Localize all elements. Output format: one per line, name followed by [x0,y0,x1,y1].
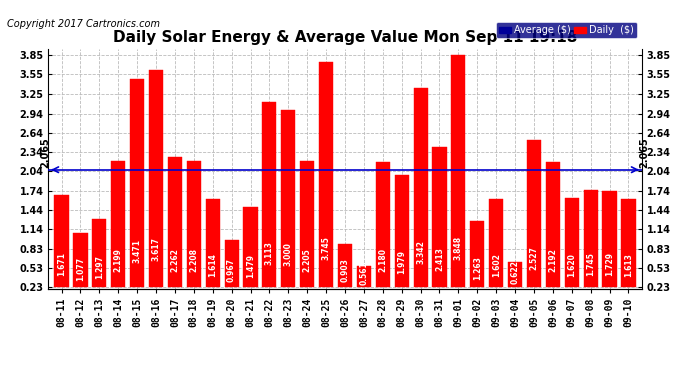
Bar [55,195,68,288]
Legend: Average ($), Daily  ($): Average ($), Daily ($) [496,22,637,38]
Text: 2.065: 2.065 [640,138,649,168]
Bar [433,147,446,288]
Bar [206,199,220,288]
Text: 2.413: 2.413 [435,247,444,271]
Text: 2.192: 2.192 [549,249,558,272]
Bar [262,102,277,288]
Text: 1.479: 1.479 [246,254,255,278]
Bar [244,207,257,288]
Bar [73,233,88,288]
Text: 0.622: 0.622 [511,261,520,285]
Text: 3.471: 3.471 [132,238,141,262]
Bar [622,199,635,288]
Text: 3.000: 3.000 [284,242,293,266]
Text: 2.527: 2.527 [529,246,538,270]
Bar [224,240,239,288]
Text: 2.262: 2.262 [170,248,179,272]
Bar [508,262,522,288]
Text: 1.979: 1.979 [397,250,406,274]
Bar [92,219,106,288]
Bar [111,161,126,288]
Text: 1.613: 1.613 [624,253,633,277]
Text: 1.297: 1.297 [95,255,103,279]
Text: 1.729: 1.729 [605,252,614,276]
Text: 2.065: 2.065 [41,138,50,168]
Text: 2.205: 2.205 [303,249,312,272]
Bar [564,198,579,288]
Text: 1.671: 1.671 [57,252,66,276]
Text: 0.967: 0.967 [227,258,236,282]
Text: 2.199: 2.199 [114,248,123,272]
Text: 1.620: 1.620 [567,253,576,277]
Text: 1.077: 1.077 [76,257,85,281]
Text: Copyright 2017 Cartronics.com: Copyright 2017 Cartronics.com [7,19,160,29]
Bar [130,80,144,288]
Bar [602,191,617,288]
Text: 1.745: 1.745 [586,252,595,276]
Bar [168,157,182,288]
Bar [282,110,295,288]
Bar [300,161,314,288]
Text: 0.903: 0.903 [340,258,350,282]
Text: 2.208: 2.208 [189,248,198,272]
Bar [338,244,352,288]
Bar [149,70,163,288]
Text: 0.561: 0.561 [359,261,368,285]
Text: 1.602: 1.602 [492,253,501,277]
Bar [357,266,371,288]
Text: 3.848: 3.848 [454,236,463,260]
Bar [187,160,201,288]
Title: Daily Solar Energy & Average Value Mon Sep 11 19:18: Daily Solar Energy & Average Value Mon S… [112,30,578,45]
Bar [470,221,484,288]
Bar [584,190,598,288]
Bar [451,55,466,288]
Bar [319,62,333,288]
Bar [413,88,428,288]
Text: 3.342: 3.342 [416,240,425,264]
Text: 3.745: 3.745 [322,237,331,260]
Text: 1.614: 1.614 [208,253,217,277]
Text: 2.180: 2.180 [378,249,387,273]
Bar [395,175,408,288]
Text: 3.113: 3.113 [265,242,274,265]
Bar [376,162,390,288]
Bar [527,140,541,288]
Bar [546,162,560,288]
Bar [489,200,503,288]
Text: 1.263: 1.263 [473,256,482,279]
Text: 3.617: 3.617 [152,237,161,261]
